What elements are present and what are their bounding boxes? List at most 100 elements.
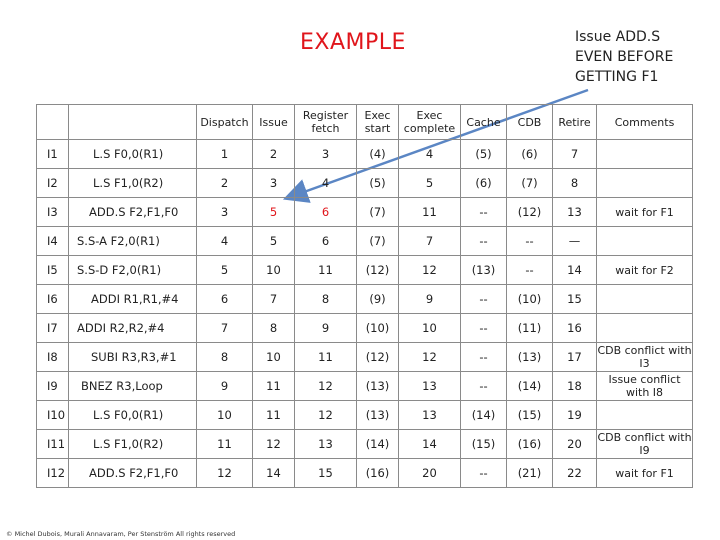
cell-exec-start: (4): [356, 139, 399, 169]
cell-comment: [596, 313, 693, 343]
cell-exec-start: (5): [356, 168, 399, 198]
table-row: I11 L.S F1,0(R2) 11 12 13 (14) 14 (15) (16) 20 CDB…: [36, 429, 693, 459]
cell-dispatch: 1: [196, 139, 253, 169]
table-row: I7 ADDI R2,R2,#4 7 8 9 (10) 10 -- (11) 16: [36, 313, 693, 343]
table-row: I8 SUBI R3,R3,#1 8 10 11 (12) 12 -- (13) 17 CDB co…: [36, 342, 693, 372]
table-row: I10 L.S F0,0(R1) 10 11 12 (13) 13 (14) (15) 19: [36, 400, 693, 430]
cell-register-fetch: 12: [294, 371, 357, 401]
cell-retire: 8: [552, 168, 597, 198]
cell-exec-start: (14): [356, 429, 399, 459]
cell-register-fetch: 6: [294, 226, 357, 256]
cell-exec-start: (12): [356, 342, 399, 372]
table-row: I5 S.S-D F2,0(R1) 5 10 11 (12) 12 (13) -- 14 wait …: [36, 255, 693, 285]
cell-comment: CDB conflict with I9: [596, 429, 693, 459]
cell-retire: 19: [552, 400, 597, 430]
cell-id: I3: [36, 197, 69, 227]
cell-dispatch: 4: [196, 226, 253, 256]
cell-id: I7: [36, 313, 69, 343]
cell-id: I5: [36, 255, 69, 285]
cell-comment: [596, 400, 693, 430]
cell-issue: 3: [252, 168, 295, 198]
cell-cache: --: [460, 284, 507, 314]
header-register-fetch: Register fetch: [294, 104, 357, 140]
cell-exec-start: (7): [356, 226, 399, 256]
cell-retire: 17: [552, 342, 597, 372]
cell-cdb: (11): [506, 313, 553, 343]
callout-line-2: EVEN BEFORE: [575, 49, 674, 65]
cell-comment: [596, 139, 693, 169]
header-row: Dispatch Issue Register fetch Exec start…: [36, 104, 693, 140]
cell-exec-start: (10): [356, 313, 399, 343]
cell-cache: (14): [460, 400, 507, 430]
cell-exec-start: (13): [356, 400, 399, 430]
copyright-footer: © Michel Dubois, Murali Annavaram, Per S…: [6, 530, 236, 538]
cell-comment: wait for F1: [596, 197, 693, 227]
cell-exec-complete: 7: [398, 226, 461, 256]
cell-retire: 14: [552, 255, 597, 285]
table-row: I9 BNEZ R3,Loop 9 11 12 (13) 13 -- (14) 18 Issue c…: [36, 371, 693, 401]
cell-instruction: L.S F1,0(R2): [68, 168, 197, 198]
cell-cache: (6): [460, 168, 507, 198]
cell-instruction: L.S F1,0(R2): [68, 429, 197, 459]
cell-comment: [596, 226, 693, 256]
cell-register-fetch: 13: [294, 429, 357, 459]
cell-comment: Issue conflict with I8: [596, 371, 693, 401]
cell-exec-complete: 9: [398, 284, 461, 314]
callout-note: Issue ADD.S EVEN BEFORE GETTING F1: [575, 27, 715, 87]
header-dispatch: Dispatch: [196, 104, 253, 140]
cell-comment: [596, 168, 693, 198]
cell-dispatch: 12: [196, 458, 253, 488]
callout-line-1: Issue ADD.S: [575, 29, 661, 45]
cell-dispatch: 8: [196, 342, 253, 372]
cell-exec-complete: 13: [398, 400, 461, 430]
cell-comment: wait for F1: [596, 458, 693, 488]
header-comments: Comments: [596, 104, 693, 140]
cell-exec-complete: 4: [398, 139, 461, 169]
cell-issue: 5: [252, 197, 295, 227]
header-exec-complete: Exec complete: [398, 104, 461, 140]
cell-exec-start: (9): [356, 284, 399, 314]
cell-cdb: (21): [506, 458, 553, 488]
pipeline-table: Dispatch Issue Register fetch Exec start…: [36, 104, 693, 488]
header-retire: Retire: [552, 104, 597, 140]
cell-issue: 2: [252, 139, 295, 169]
cell-dispatch: 11: [196, 429, 253, 459]
cell-cdb: (12): [506, 197, 553, 227]
header-cache: Cache: [460, 104, 507, 140]
cell-comment: [596, 284, 693, 314]
cell-cache: --: [460, 458, 507, 488]
cell-exec-complete: 20: [398, 458, 461, 488]
cell-dispatch: 9: [196, 371, 253, 401]
cell-instruction: L.S F0,0(R1): [68, 400, 197, 430]
cell-id: I11: [36, 429, 69, 459]
table-row: I6 ADDI R1,R1,#4 6 7 8 (9) 9 -- (10) 15: [36, 284, 693, 314]
cell-cache: --: [460, 226, 507, 256]
cell-register-fetch: 4: [294, 168, 357, 198]
cell-id: I12: [36, 458, 69, 488]
cell-cache: (5): [460, 139, 507, 169]
cell-cdb: (10): [506, 284, 553, 314]
cell-exec-start: (16): [356, 458, 399, 488]
cell-cdb: (16): [506, 429, 553, 459]
cell-id: I8: [36, 342, 69, 372]
cell-instruction: SUBI R3,R3,#1: [68, 342, 197, 372]
cell-exec-complete: 5: [398, 168, 461, 198]
cell-id: I10: [36, 400, 69, 430]
cell-id: I6: [36, 284, 69, 314]
cell-comment: CDB conflict with I3: [596, 342, 693, 372]
cell-cdb: --: [506, 226, 553, 256]
cell-cache: --: [460, 371, 507, 401]
cell-instruction: ADDI R1,R1,#4: [68, 284, 197, 314]
cell-cache: --: [460, 197, 507, 227]
cell-issue: 11: [252, 400, 295, 430]
cell-register-fetch: 6: [294, 197, 357, 227]
cell-dispatch: 10: [196, 400, 253, 430]
cell-register-fetch: 8: [294, 284, 357, 314]
cell-dispatch: 7: [196, 313, 253, 343]
cell-register-fetch: 11: [294, 255, 357, 285]
table-row: I1 L.S F0,0(R1) 1 2 3 (4) 4 (5) (6) 7: [36, 139, 693, 169]
cell-issue: 8: [252, 313, 295, 343]
cell-issue: 10: [252, 255, 295, 285]
cell-retire: 20: [552, 429, 597, 459]
cell-register-fetch: 3: [294, 139, 357, 169]
